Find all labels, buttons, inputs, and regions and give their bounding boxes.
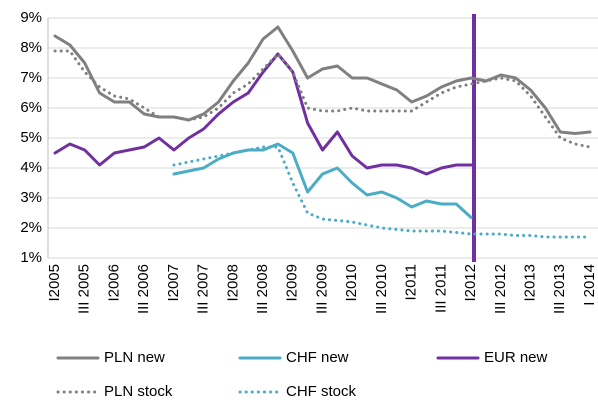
- x-tick-label: I 2014: [581, 264, 598, 306]
- x-tick-label: III 2012: [492, 264, 509, 314]
- x-tick-label: I2011: [403, 264, 420, 300]
- x-tick-label: III 2008: [254, 264, 271, 314]
- x-tick-label: I2010: [343, 264, 360, 302]
- y-tick-label: 2%: [20, 219, 42, 236]
- legend-label: EUR new: [484, 349, 548, 366]
- y-tick-label: 8%: [20, 39, 42, 56]
- y-tick-label: 3%: [20, 189, 42, 206]
- x-tick-label: I2006: [105, 264, 122, 302]
- x-tick-label: III 2006: [135, 264, 152, 314]
- x-tick-label: III 2009: [313, 264, 330, 314]
- y-tick-label: 6%: [20, 99, 42, 116]
- x-tick-label: I2007: [165, 264, 182, 302]
- y-tick-label: 7%: [20, 69, 42, 86]
- x-tick-label: III 2010: [373, 264, 390, 314]
- y-tick-label: 5%: [20, 129, 42, 146]
- x-tick-label: I2012: [462, 264, 479, 302]
- series-line: [53, 25, 592, 135]
- x-tick-label: III 2013: [551, 264, 568, 314]
- legend-label: CHF new: [286, 349, 349, 366]
- series-line: [53, 52, 473, 176]
- y-tick-label: 9%: [20, 9, 42, 26]
- x-tick-label: I2008: [224, 264, 241, 302]
- series-line: [53, 49, 592, 149]
- x-tick-label: III 2007: [195, 264, 212, 314]
- x-tick-label: I2013: [522, 264, 539, 302]
- x-tick-label: III 2005: [76, 264, 93, 314]
- x-tick-label: I2009: [284, 264, 301, 302]
- legend-label: PLN stock: [104, 383, 173, 400]
- x-tick-label: I2005: [46, 264, 63, 302]
- x-tick-label: III 2011: [432, 264, 449, 313]
- series-line: [172, 142, 473, 219]
- legend-label: CHF stock: [286, 383, 357, 400]
- legend-label: PLN new: [104, 349, 165, 366]
- y-tick-label: 1%: [20, 249, 42, 266]
- y-tick-label: 4%: [20, 159, 42, 176]
